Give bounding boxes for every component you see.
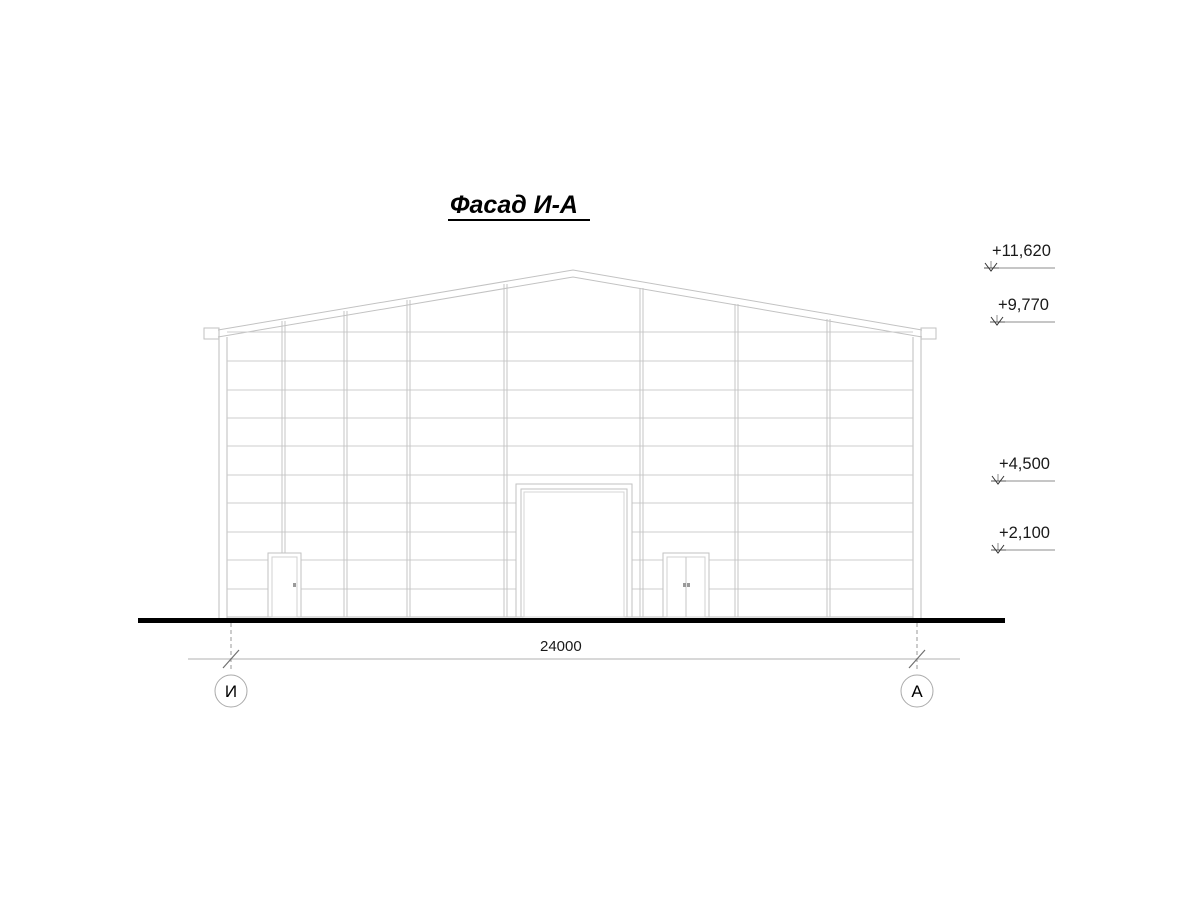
eave-right xyxy=(920,327,937,340)
level-label: +11,620 xyxy=(992,242,1051,260)
eave-left xyxy=(203,327,220,340)
single-door-handle-icon[interactable] xyxy=(293,583,296,587)
axis-bubble-circle[interactable] xyxy=(900,674,934,708)
level-marker-ridge: +11,620 xyxy=(984,242,1055,272)
level-marker-low: +2,100 xyxy=(991,524,1055,554)
drawing-title-group: Фасад И-А xyxy=(448,191,590,221)
gable-roof xyxy=(203,269,937,340)
dimension-tick-right xyxy=(908,649,926,669)
single-door-leaf[interactable] xyxy=(271,556,298,618)
axis-bubbles-group: И А xyxy=(214,674,934,708)
ground-line xyxy=(138,618,1005,623)
level-marker-eave: +9,770 xyxy=(990,296,1055,326)
level-label: +2,100 xyxy=(999,524,1050,542)
axis-label: И xyxy=(225,682,237,701)
dimension-chain: 24000 xyxy=(188,623,960,672)
single-door[interactable] xyxy=(267,552,302,618)
level-arrow-icon xyxy=(991,543,1055,554)
large-gate[interactable] xyxy=(515,483,633,618)
roof-inner-line xyxy=(217,276,923,338)
axis-label: А xyxy=(911,682,923,701)
double-door-handle-right-icon[interactable] xyxy=(687,583,690,587)
level-markers-group: +11,620 +9,770 +4,500 xyxy=(984,242,1055,554)
page-title: Фасад И-А xyxy=(450,191,578,219)
dimension-value: 24000 xyxy=(540,638,582,655)
level-label: +4,500 xyxy=(999,455,1050,473)
axis-bubble-circle[interactable] xyxy=(214,674,248,708)
dimension-tick-left xyxy=(222,649,240,669)
roof-outer-line xyxy=(217,269,923,331)
level-label: +9,770 xyxy=(998,296,1049,314)
axis-bubble-left[interactable]: И xyxy=(214,674,248,708)
gate-leaf[interactable] xyxy=(523,491,625,618)
level-marker-mid: +4,500 xyxy=(991,455,1055,485)
double-door-handle-left-icon[interactable] xyxy=(683,583,686,587)
axis-bubble-right[interactable]: А xyxy=(900,674,934,708)
double-door[interactable] xyxy=(662,552,710,618)
level-arrow-icon xyxy=(991,474,1055,485)
level-arrow-icon xyxy=(984,261,1055,272)
wall-panel-grid-vertical xyxy=(281,284,831,617)
level-arrow-icon xyxy=(990,315,1055,326)
